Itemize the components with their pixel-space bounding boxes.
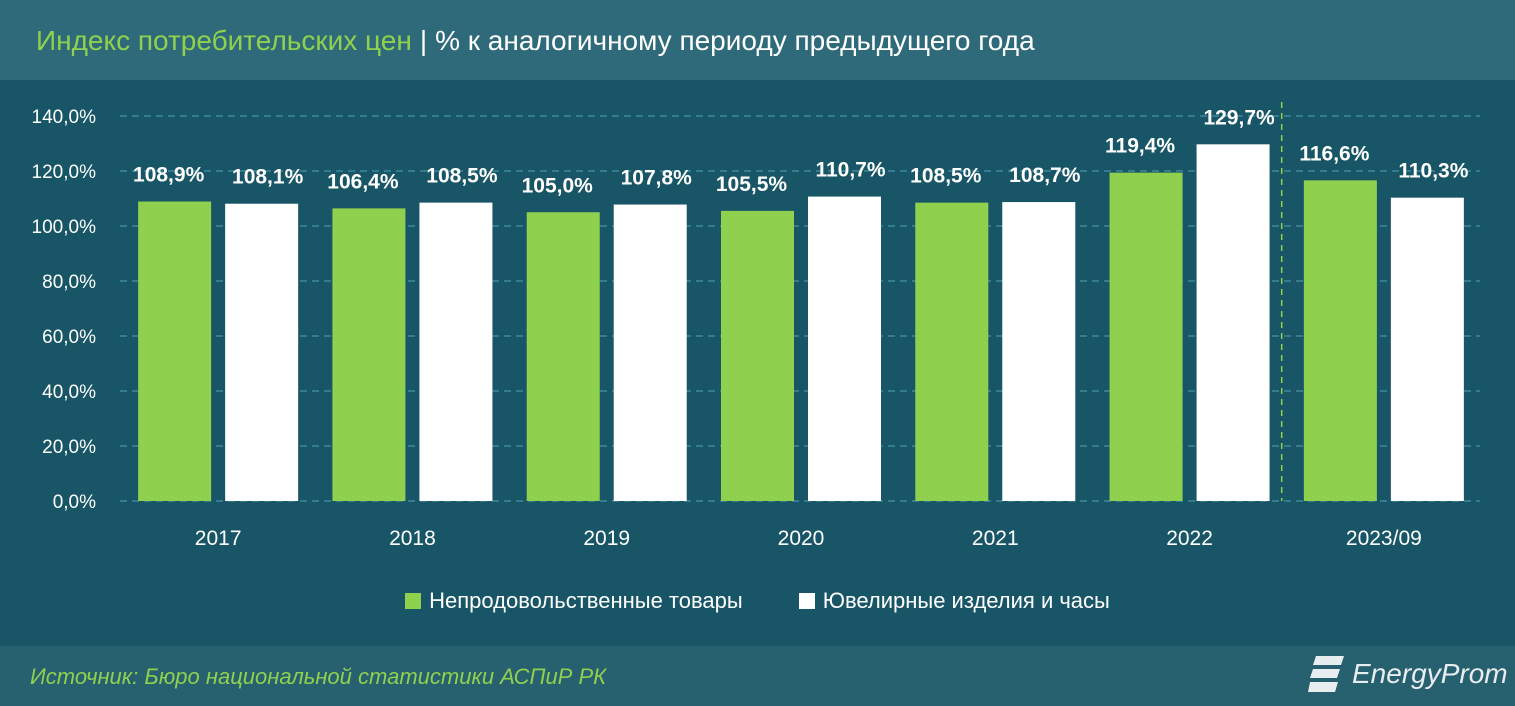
- logo-text: EnergyProm: [1352, 658, 1508, 689]
- y-tick-label: 40,0%: [42, 382, 96, 403]
- legend-label: Ювелирные изделия и часы: [822, 588, 1110, 613]
- y-tick-label: 80,0%: [42, 272, 96, 293]
- data-label: 119,4%: [1105, 135, 1175, 158]
- data-label: 108,5%: [426, 165, 498, 188]
- legend: Непродовольственные товары Ювелирные изд…: [0, 588, 1515, 614]
- data-label: 108,1%: [232, 166, 304, 189]
- data-label: 116,6%: [1299, 142, 1369, 165]
- bar-nonfood: [721, 210, 794, 501]
- data-label: 106,4%: [327, 170, 399, 193]
- x-tick-label: 2019: [583, 527, 630, 550]
- legend-item-series1: Непродовольственные товары: [405, 588, 743, 614]
- x-tick-label: 2022: [1166, 527, 1213, 550]
- data-label: 108,7%: [1009, 164, 1081, 187]
- logo-icon: [1308, 656, 1344, 692]
- bar-nonfood: [526, 212, 600, 501]
- footer: [0, 646, 1515, 706]
- y-tick-label: 0,0%: [53, 492, 96, 513]
- bar-jewelry: [1196, 144, 1270, 501]
- x-tick-label: 2017: [195, 527, 242, 550]
- legend-item-series2: Ювелирные изделия и часы: [798, 588, 1110, 614]
- bar-jewelry: [1002, 202, 1076, 501]
- y-tick-label: 100,0%: [32, 217, 97, 238]
- data-label: 108,9%: [133, 164, 205, 187]
- bar-nonfood: [1109, 172, 1183, 501]
- bar-jewelry: [808, 196, 881, 501]
- source-note: Источник: Бюро национальной статистики А…: [30, 664, 607, 689]
- legend-swatch-white: [798, 593, 815, 609]
- data-label: 108,5%: [910, 165, 982, 188]
- bar-jewelry: [613, 204, 687, 502]
- data-label: 105,5%: [716, 173, 788, 196]
- bar-jewelry: [419, 202, 493, 501]
- bar-nonfood: [915, 202, 989, 501]
- y-tick-label: 120,0%: [32, 162, 97, 183]
- x-tick-label: 2023/09: [1346, 527, 1422, 550]
- data-label: 110,7%: [815, 159, 885, 182]
- y-tick-label: 20,0%: [42, 437, 96, 458]
- x-tick-label: 2018: [389, 527, 436, 550]
- legend-label: Непродовольственные товары: [429, 588, 743, 613]
- bar-nonfood: [1303, 180, 1377, 501]
- title-sub: % к аналогичному периоду предыдущего год…: [435, 25, 1035, 56]
- chart-title: Индекс потребительских цен |% к аналогичн…: [36, 24, 1035, 58]
- legend-swatch-green: [405, 593, 422, 609]
- data-label: 110,3%: [1398, 160, 1468, 183]
- y-tick-label: 60,0%: [42, 327, 96, 348]
- x-tick-label: 2021: [972, 527, 1019, 550]
- y-tick-label: 140,0%: [32, 107, 97, 128]
- x-tick-label: 2020: [778, 527, 825, 550]
- data-label: 129,7%: [1203, 106, 1275, 129]
- data-label: 107,8%: [621, 167, 693, 190]
- title-main: Индекс потребительских цен: [36, 25, 412, 56]
- bar-nonfood: [332, 208, 406, 501]
- data-label: 105,0%: [522, 174, 594, 197]
- energyprom-logo: EnergyProm: [1308, 652, 1508, 696]
- bar-nonfood: [138, 201, 212, 501]
- bar-jewelry: [225, 203, 299, 501]
- header: Индекс потребительских цен |% к аналогичн…: [0, 0, 1515, 80]
- bar-jewelry: [1390, 197, 1464, 502]
- title-separator: |: [419, 25, 428, 56]
